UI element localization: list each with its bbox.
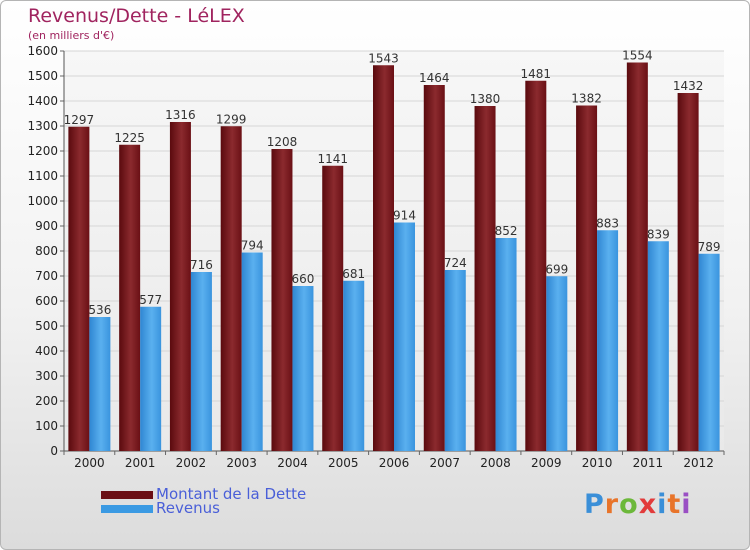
revenue-bar <box>647 241 669 451</box>
revenue-bar <box>89 317 111 451</box>
legend-label-revenus: Revenus <box>156 499 220 517</box>
y-tick-label: 300 <box>35 369 58 383</box>
debt-value-label: 1464 <box>419 71 450 85</box>
debt-value-label: 1554 <box>622 49 653 63</box>
x-tick-label: 2012 <box>683 456 714 470</box>
debt-bar <box>626 62 648 451</box>
legend-label-dette: Montant de la Dette <box>156 485 307 503</box>
debt-bar <box>271 149 293 451</box>
revenue-value-label: 794 <box>241 239 264 253</box>
x-tick-label: 2002 <box>176 456 207 470</box>
revenue-bar <box>190 272 212 451</box>
y-tick-label: 800 <box>35 244 58 258</box>
revenue-value-label: 724 <box>444 256 467 270</box>
y-tick-label: 1200 <box>27 144 58 158</box>
x-tick-label: 2007 <box>429 456 460 470</box>
revenue-bar <box>444 270 466 451</box>
y-tick-label: 200 <box>35 394 58 408</box>
revenue-value-label: 852 <box>495 224 518 238</box>
debt-bar <box>677 93 699 451</box>
y-tick-label: 100 <box>35 419 58 433</box>
x-tick-label: 2003 <box>226 456 257 470</box>
debt-bar <box>220 126 242 451</box>
debt-value-label: 1481 <box>521 67 552 81</box>
y-tick-label: 500 <box>35 319 58 333</box>
debt-value-label: 1208 <box>267 135 298 149</box>
debt-value-label: 1432 <box>673 79 704 93</box>
x-tick-label: 2011 <box>633 456 664 470</box>
revenue-value-label: 699 <box>545 262 568 276</box>
y-tick-label: 1600 <box>27 44 58 58</box>
revenue-value-label: 577 <box>139 293 162 307</box>
revenue-value-label: 914 <box>393 209 416 223</box>
y-tick-label: 1300 <box>27 119 58 133</box>
revenue-bar <box>343 280 365 451</box>
debt-bar <box>322 165 344 451</box>
debt-value-label: 1380 <box>470 92 501 106</box>
debt-bar <box>474 106 496 451</box>
revenue-value-label: 660 <box>292 272 315 286</box>
legend-swatch-dette <box>101 491 153 499</box>
debt-value-label: 1316 <box>165 108 196 122</box>
plot-area: 0 100 200 300 400 500 600 700 800 900 1000 1100 1200… <box>27 44 725 470</box>
brand-logo: Proxiti <box>584 489 692 520</box>
debt-bar <box>68 126 90 451</box>
revenue-bar <box>597 230 619 451</box>
chart-subtitle: (en milliers d'€) <box>28 29 115 42</box>
revenue-bar <box>140 306 162 451</box>
debt-value-label: 1543 <box>368 51 399 65</box>
y-tick-label: 700 <box>35 269 58 283</box>
revenue-bar <box>698 253 720 451</box>
debt-value-label: 1382 <box>571 92 602 106</box>
y-tick-label: 1500 <box>27 69 58 83</box>
y-tick-label: 1400 <box>27 94 58 108</box>
debt-value-label: 1225 <box>114 131 145 145</box>
revenue-bar <box>546 276 568 451</box>
debt-value-label: 1141 <box>317 152 348 166</box>
debt-bar <box>576 105 598 451</box>
revenue-value-label: 716 <box>190 258 213 272</box>
y-tick-label: 1100 <box>27 169 58 183</box>
revenue-bar <box>292 286 314 451</box>
y-tick-label: 1000 <box>27 194 58 208</box>
debt-value-label: 1297 <box>64 113 95 127</box>
debt-bar <box>373 65 394 451</box>
legend-swatch-revenus <box>101 505 153 513</box>
x-tick-label: 2010 <box>582 456 613 470</box>
revenue-bar <box>241 252 263 451</box>
x-tick-label: 2001 <box>125 456 156 470</box>
revenue-value-label: 681 <box>342 267 365 281</box>
debt-bar <box>169 122 191 451</box>
x-tick-label: 2008 <box>480 456 511 470</box>
y-tick-label: 600 <box>35 294 58 308</box>
chart-title: Revenus/Dette - LéLEX <box>28 5 245 27</box>
revenue-value-label: 789 <box>698 240 721 254</box>
revenue-bar <box>394 222 415 451</box>
revenue-bar <box>495 238 517 451</box>
y-tick-label: 400 <box>35 344 58 358</box>
debt-bar <box>525 80 547 451</box>
revenue-value-label: 883 <box>596 216 619 230</box>
y-tick-label: 900 <box>35 219 58 233</box>
x-tick-label: 2005 <box>328 456 359 470</box>
debt-value-label: 1299 <box>216 112 247 126</box>
y-tick-label: 0 <box>50 444 58 458</box>
revenue-value-label: 839 <box>647 227 670 241</box>
x-tick-label: 2000 <box>74 456 105 470</box>
x-tick-label: 2006 <box>379 456 410 470</box>
debt-bar <box>423 85 445 451</box>
debt-bar <box>119 144 141 451</box>
revenue-value-label: 536 <box>88 303 111 317</box>
x-tick-label: 2009 <box>531 456 562 470</box>
x-tick-label: 2004 <box>277 456 308 470</box>
